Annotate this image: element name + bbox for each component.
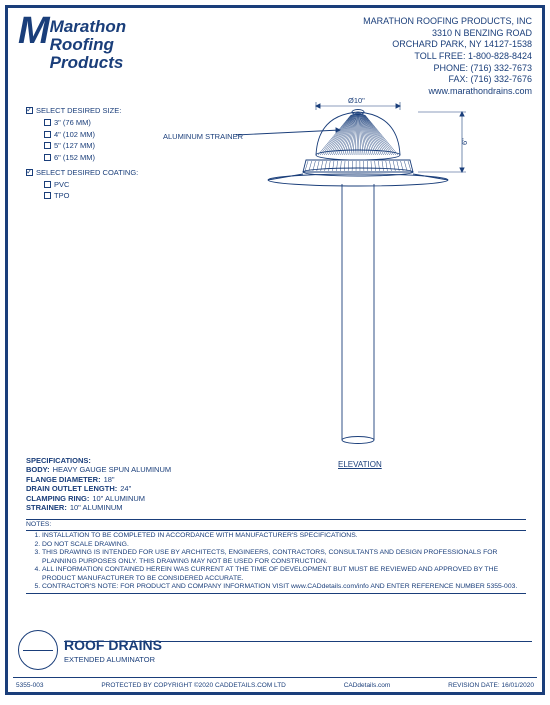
company-address-1: 3310 N BENZING ROAD	[363, 28, 532, 40]
company-address-2: ORCHARD PARK, NY 14127-1538	[363, 39, 532, 51]
size-group-label: SELECT DESIRED SIZE:	[26, 106, 138, 115]
spec-row: FLANGE DIAMETER:18"	[26, 475, 171, 484]
coating-option-label: PVC	[54, 180, 69, 189]
spec-row: STRAINER:10" ALUMINUM	[26, 503, 171, 512]
spec-value: 10" ALUMINUM	[70, 503, 123, 512]
elevation-drawing: Ø10"6"	[228, 100, 508, 460]
spec-value: 18"	[104, 475, 115, 484]
note-item: THIS DRAWING IS INTENDED FOR USE BY ARCH…	[42, 549, 526, 566]
footer-ref: 5355-003	[16, 682, 43, 689]
svg-text:6": 6"	[460, 138, 469, 145]
sheet-title: ROOF DRAINS	[64, 637, 162, 653]
size-option-label: 6" (152 MM)	[54, 153, 95, 162]
footer-rule	[13, 677, 537, 678]
checkbox-icon	[44, 154, 51, 161]
size-option-label: 3" (76 MM)	[54, 118, 91, 127]
header: M Marathon Roofing Products MARATHON ROO…	[8, 8, 542, 102]
company-tollfree: TOLL FREE: 1-800-828-8424	[363, 51, 532, 63]
spec-label: STRAINER:	[26, 503, 67, 512]
size-option: 6" (152 MM)	[44, 153, 138, 162]
checkbox-icon	[44, 131, 51, 138]
company-logo: M Marathon Roofing Products	[18, 16, 126, 98]
spec-label: FLANGE DIAMETER:	[26, 475, 101, 484]
drawing-sheet: M Marathon Roofing Products MARATHON ROO…	[5, 5, 545, 695]
checkbox-checked-icon	[26, 107, 33, 114]
detail-marker-icon	[18, 630, 58, 670]
coating-option: TPO	[44, 191, 138, 200]
checkbox-checked-icon	[26, 169, 33, 176]
notes: NOTES: INSTALLATION TO BE COMPLETED IN A…	[26, 518, 526, 595]
size-option: 4" (102 MM)	[44, 130, 138, 139]
note-item: ALL INFORMATION CONTAINED HEREIN WAS CUR…	[42, 566, 526, 583]
note-item: CONTRACTOR'S NOTE: FOR PRODUCT AND COMPA…	[42, 583, 526, 591]
checkbox-icon	[44, 181, 51, 188]
callout-strainer: ALUMINUM STRAINER	[163, 132, 243, 141]
company-name: MARATHON ROOFING PRODUCTS, INC	[363, 16, 532, 28]
spec-value: 24"	[120, 484, 131, 493]
spec-value: HEAVY GAUGE SPUN ALUMINUM	[53, 465, 172, 474]
size-option: 3" (76 MM)	[44, 118, 138, 127]
svg-text:Ø10": Ø10"	[348, 96, 365, 105]
size-option-label: 5" (127 MM)	[54, 141, 95, 150]
size-option: 5" (127 MM)	[44, 141, 138, 150]
company-contact: MARATHON ROOFING PRODUCTS, INC 3310 N BE…	[363, 16, 532, 98]
note-item: INSTALLATION TO BE COMPLETED IN ACCORDAN…	[42, 532, 526, 540]
options-panel: SELECT DESIRED SIZE: 3" (76 MM) 4" (102 M…	[26, 106, 138, 203]
spec-label: CLAMPING RING:	[26, 494, 89, 503]
logo-wordmark: Marathon Roofing Products	[50, 18, 127, 72]
spec-label: DRAIN OUTLET LENGTH:	[26, 484, 117, 493]
coating-group-label: SELECT DESIRED COATING:	[26, 168, 138, 177]
title-block: ROOF DRAINS EXTENDED ALUMINATOR	[18, 630, 162, 670]
spec-value: 10" ALUMINUM	[92, 494, 145, 503]
footer-revision: REVISION DATE: 16/01/2020	[448, 682, 534, 689]
coating-label: SELECT DESIRED COATING:	[36, 168, 138, 177]
notes-list: INSTALLATION TO BE COMPLETED IN ACCORDAN…	[42, 532, 526, 591]
logo-line-1: Marathon	[50, 18, 127, 36]
size-label: SELECT DESIRED SIZE:	[36, 106, 121, 115]
coating-option: PVC	[44, 180, 138, 189]
footer: 5355-003 PROTECTED BY COPYRIGHT ©2020 CA…	[8, 682, 542, 689]
specs-title: SPECIFICATIONS:	[26, 456, 171, 465]
spec-row: BODY:HEAVY GAUGE SPUN ALUMINUM	[26, 465, 171, 474]
logo-line-3: Products	[50, 54, 127, 72]
notes-title: NOTES:	[26, 521, 526, 529]
spec-row: DRAIN OUTLET LENGTH:24"	[26, 484, 171, 493]
checkbox-icon	[44, 192, 51, 199]
spec-row: CLAMPING RING:10" ALUMINUM	[26, 494, 171, 503]
checkbox-icon	[44, 119, 51, 126]
company-phone: PHONE: (716) 332-7673	[363, 63, 532, 75]
footer-site: CADdetails.com	[344, 682, 391, 689]
logo-mark: M	[18, 16, 46, 46]
size-option-label: 4" (102 MM)	[54, 130, 95, 139]
view-label: ELEVATION	[338, 460, 382, 469]
company-fax: FAX: (716) 332-7676	[363, 74, 532, 86]
checkbox-icon	[44, 142, 51, 149]
spec-label: BODY:	[26, 465, 50, 474]
drawing-area: ALUMINUM STRAINER Ø10"6"	[228, 100, 508, 440]
footer-copyright: PROTECTED BY COPYRIGHT ©2020 CADDETAILS.…	[101, 682, 286, 689]
sheet-subtitle: EXTENDED ALUMINATOR	[64, 655, 162, 664]
specifications: SPECIFICATIONS: BODY:HEAVY GAUGE SPUN AL…	[26, 456, 171, 512]
logo-line-2: Roofing	[50, 36, 127, 54]
coating-option-label: TPO	[54, 191, 69, 200]
note-item: DO NOT SCALE DRAWING.	[42, 541, 526, 549]
company-website: www.marathondrains.com	[363, 86, 532, 98]
